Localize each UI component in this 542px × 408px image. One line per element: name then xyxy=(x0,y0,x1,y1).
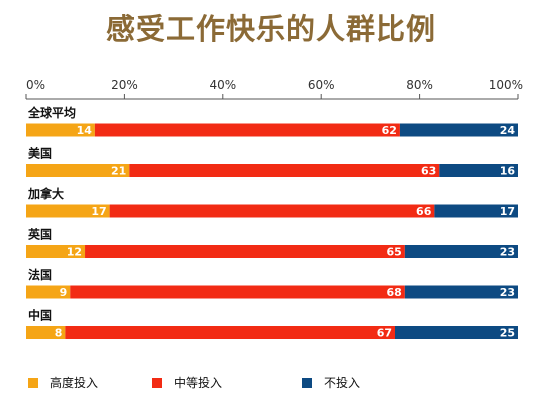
x-tick-label: 80% xyxy=(406,78,433,92)
bar-segment xyxy=(70,285,405,299)
data-label: 68 xyxy=(387,286,402,299)
bar-segment xyxy=(399,123,518,137)
legend-swatch-mid xyxy=(152,377,162,388)
bar-segment xyxy=(395,326,518,339)
legend-label-high: 高度投入 xyxy=(50,376,99,390)
bar-segment xyxy=(65,326,396,339)
x-tick-label: 0% xyxy=(26,78,45,92)
data-label: 66 xyxy=(416,205,432,218)
data-label: 14 xyxy=(77,124,93,137)
legend-label-none: 不投入 xyxy=(324,376,361,390)
bar-segment xyxy=(434,204,518,218)
data-label: 17 xyxy=(500,205,515,218)
x-tick-label: 100% xyxy=(489,78,523,92)
category-label: 全球平均 xyxy=(27,105,76,120)
chart-title: 感受工作快乐的人群比例 xyxy=(105,12,436,46)
bar-segment xyxy=(404,245,518,258)
legend: 高度投入 中等投入 不投入 xyxy=(0,374,542,394)
data-label: 21 xyxy=(111,165,126,178)
bar-segment xyxy=(26,123,95,137)
bar-segment xyxy=(26,326,66,339)
data-label: 62 xyxy=(382,124,397,137)
legend-swatch-none xyxy=(302,377,312,388)
data-label: 65 xyxy=(387,246,402,259)
legend-item-mid: 中等投入 xyxy=(152,374,222,391)
category-label: 英国 xyxy=(28,227,52,242)
data-label: 63 xyxy=(421,165,436,178)
bar-segment xyxy=(26,164,130,177)
data-label: 16 xyxy=(500,165,516,178)
bar-segment xyxy=(129,164,440,177)
x-tick-label: 40% xyxy=(209,78,236,92)
category-label: 加拿大 xyxy=(27,186,64,201)
data-label: 67 xyxy=(377,327,392,340)
data-label: 17 xyxy=(91,205,106,218)
bar-segment xyxy=(85,245,405,258)
data-label: 25 xyxy=(500,327,515,340)
data-label: 12 xyxy=(67,246,82,259)
category-label: 法国 xyxy=(28,267,52,282)
legend-label-mid: 中等投入 xyxy=(174,376,223,390)
category-label: 美国 xyxy=(28,146,52,161)
data-label: 23 xyxy=(500,246,515,259)
bar-segment xyxy=(26,285,71,299)
legend-item-none: 不投入 xyxy=(302,374,360,391)
x-tick-label: 60% xyxy=(308,78,335,92)
bar-segment xyxy=(109,204,435,218)
legend-item-high: 高度投入 xyxy=(28,374,98,391)
bar-segment xyxy=(404,285,518,299)
bar-segment xyxy=(26,204,110,218)
category-label: 中国 xyxy=(28,308,52,323)
x-tick-label: 20% xyxy=(111,78,138,92)
bar-segment xyxy=(26,245,86,258)
data-label: 24 xyxy=(500,124,516,137)
bar-segment xyxy=(94,123,400,137)
data-label: 9 xyxy=(60,286,68,299)
data-label: 8 xyxy=(55,327,63,340)
legend-swatch-high xyxy=(28,377,38,388)
data-label: 23 xyxy=(500,286,515,299)
bar-segment xyxy=(439,164,518,177)
